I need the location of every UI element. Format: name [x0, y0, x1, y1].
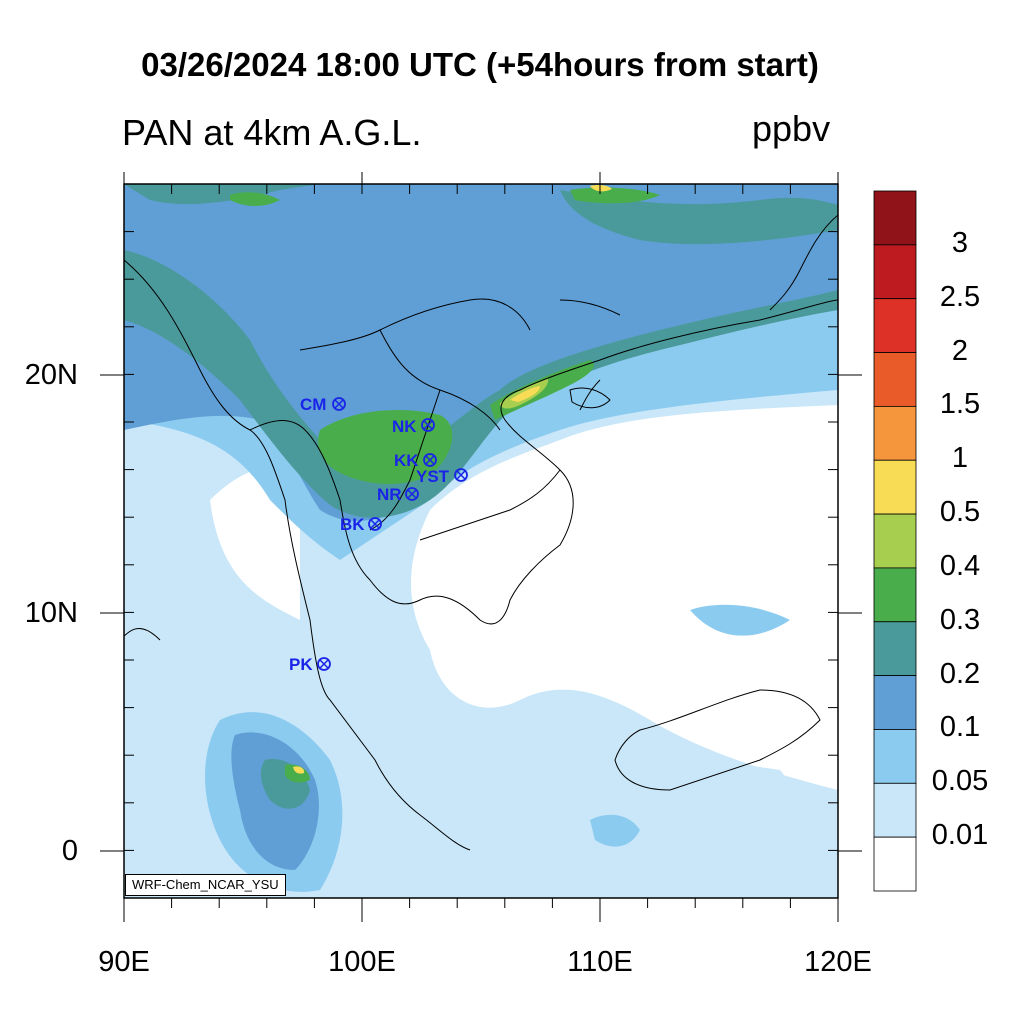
colorbar-label: 0.5	[939, 496, 981, 529]
colorbar-label: 1.5	[939, 388, 981, 421]
station-label-yst: YST	[416, 467, 450, 486]
colorbar-label: 0.4	[939, 549, 981, 582]
colorbar-label: 1	[951, 442, 969, 475]
map-title: 03/26/2024 18:00 UTC (+54hours from star…	[141, 46, 819, 83]
x-tick-label: 120E	[804, 946, 872, 978]
station-marker-icon	[317, 657, 331, 671]
y-tick-label: 20N	[24, 359, 78, 391]
variable-title: PAN at 4km A.G.L.	[122, 112, 422, 153]
plot-frame	[123, 183, 839, 899]
station-label-cm: CM	[300, 395, 326, 414]
colorbar-swatch	[873, 836, 917, 892]
station-marker-icon	[421, 418, 435, 432]
colorbar-label: 0.05	[931, 765, 989, 798]
colorbar-label: 2	[951, 334, 969, 367]
colorbar-swatch	[873, 621, 917, 677]
station-marker-icon	[423, 453, 437, 467]
x-tick-label: 90E	[98, 946, 150, 978]
colorbar-swatch	[873, 298, 917, 353]
colorbar-swatch	[873, 675, 917, 730]
station-markers: CM NK KK YST NR BK PK	[289, 395, 468, 674]
colorbar-swatch	[873, 567, 917, 623]
model-credit: WRF-Chem_NCAR_YSU	[125, 874, 286, 896]
colorbar	[873, 190, 917, 892]
minor-ticks	[123, 183, 839, 908]
pan-field	[124, 184, 838, 898]
station-marker-icon	[332, 397, 346, 411]
y-tick-label: 0	[61, 835, 78, 867]
colorbar-label: 0.2	[939, 657, 981, 690]
units-label: ppbv	[752, 108, 831, 149]
colorbar-label: 0.1	[939, 711, 981, 744]
colorbar-label: 3	[951, 226, 969, 259]
x-tick-label: 110E	[567, 946, 633, 978]
y-tick-label: 10N	[24, 597, 78, 629]
station-marker-icon	[405, 487, 419, 501]
colorbar-label: 0.01	[931, 819, 989, 852]
colorbar-swatch	[873, 459, 917, 515]
station-label-pk: PK	[289, 655, 313, 674]
station-label-nr: NR	[377, 485, 402, 504]
station-marker-icon	[454, 468, 468, 482]
colorbar-swatch	[873, 244, 917, 300]
colorbar-label: 0.3	[939, 603, 981, 636]
station-label-nk: NK	[392, 417, 417, 436]
colorbar-swatch	[873, 405, 917, 461]
station-marker-icon	[368, 517, 382, 531]
x-tick-label: 100E	[328, 946, 396, 978]
colorbar-swatch	[873, 352, 917, 407]
coastlines	[124, 214, 838, 851]
station-label-bk: BK	[340, 515, 365, 534]
station-label-kk: KK	[394, 451, 419, 470]
colorbar-label: 2.5	[939, 280, 981, 313]
